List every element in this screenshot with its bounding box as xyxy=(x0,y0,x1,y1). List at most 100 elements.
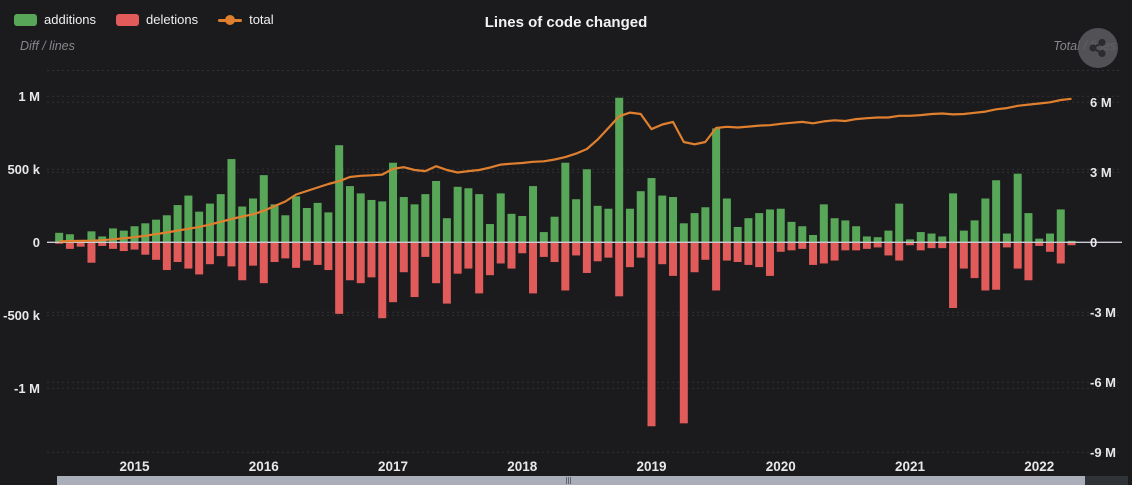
deletions-bar xyxy=(992,242,1001,290)
additions-bar xyxy=(141,223,150,243)
additions-bar xyxy=(765,209,774,243)
additions-bar xyxy=(1002,233,1011,243)
left-axis-title: Diff / lines xyxy=(20,39,75,53)
additions-bar xyxy=(367,199,376,243)
legend-item-total[interactable]: total xyxy=(218,13,274,26)
axis-labels: 1 M 500 k 0 -500 k -1 M 6 M 3 M 0 -3 M -6 M -9 M 20… xyxy=(3,89,1116,474)
deletions-bar xyxy=(249,242,258,266)
deletions-bar xyxy=(292,242,301,268)
additions-bar xyxy=(1056,209,1065,243)
deletions-bar xyxy=(270,242,279,263)
deletions-bar xyxy=(205,242,214,265)
additions-bar xyxy=(539,232,548,243)
export-menu-button[interactable] xyxy=(1078,28,1118,68)
chart-canvas[interactable]: 1 M 500 k 0 -500 k -1 M 6 M 3 M 0 -3 M -6 M -9 M 20… xyxy=(0,0,1132,474)
additions-bar xyxy=(1045,233,1054,243)
additions-bar xyxy=(593,205,602,243)
additions-bar xyxy=(733,226,742,243)
deletions-bar xyxy=(550,242,559,263)
deletions-bar xyxy=(1002,242,1011,248)
deletions-bar xyxy=(981,242,990,291)
deletions-bar xyxy=(324,242,333,271)
deletions-bar xyxy=(259,242,268,284)
deletions-bar xyxy=(938,242,947,249)
deletions-bar xyxy=(593,242,602,262)
year-tick: 2022 xyxy=(1024,459,1054,474)
deletions-bar xyxy=(529,242,538,294)
additions-bar xyxy=(442,218,451,243)
deletions-bar xyxy=(1045,242,1054,252)
additions-bar xyxy=(916,232,925,243)
additions-bar xyxy=(938,236,947,243)
deletions-bar xyxy=(1056,242,1065,264)
deletions-bar xyxy=(539,242,548,257)
deletions-bar xyxy=(130,242,139,250)
additions-bar xyxy=(184,195,193,243)
deletions-bar xyxy=(302,242,311,261)
h-scrollbar-track[interactable] xyxy=(57,476,1128,485)
deletions-bar xyxy=(679,242,688,424)
deletions-bar xyxy=(755,242,764,268)
left-axis-tick: 1 M xyxy=(18,89,40,104)
deletions-bar xyxy=(195,242,204,275)
additions-bar xyxy=(647,178,656,243)
deletions-bar xyxy=(378,242,387,319)
additions-bar xyxy=(410,204,419,243)
deletions-bar xyxy=(335,242,344,314)
deletions-bar xyxy=(561,242,570,291)
deletions-bar xyxy=(798,242,807,249)
deletions-bar xyxy=(367,242,376,278)
deletions-bar xyxy=(173,242,182,263)
deletions-bar xyxy=(98,242,107,246)
additions-bar xyxy=(249,198,258,243)
chart-legend: additions deletions total xyxy=(14,13,274,26)
additions-bar xyxy=(970,220,979,243)
deletions-bar xyxy=(76,242,85,247)
gridlines xyxy=(47,70,1122,453)
year-tick: 2016 xyxy=(249,459,280,474)
h-scrollbar-thumb[interactable] xyxy=(57,476,1085,485)
additions-bar xyxy=(1067,240,1076,243)
deletions-bar xyxy=(345,242,354,281)
legend-item-deletions[interactable]: deletions xyxy=(116,13,198,26)
deletions-bar xyxy=(572,242,581,256)
deletions-bar xyxy=(776,242,785,252)
year-tick: 2020 xyxy=(766,459,796,474)
deletions-bar xyxy=(916,242,925,251)
additions-bar xyxy=(744,218,753,243)
deletions-bar xyxy=(819,242,828,264)
deletions-bar xyxy=(604,242,613,258)
additions-bar xyxy=(1013,173,1022,243)
additions-bar xyxy=(636,191,645,243)
deletions-bar xyxy=(852,242,861,251)
deletions-bar xyxy=(787,242,796,251)
deletions-bar xyxy=(841,242,850,251)
legend-item-additions[interactable]: additions xyxy=(14,13,96,26)
additions-bar xyxy=(205,203,214,243)
additions-bar xyxy=(119,230,128,243)
additions-bar xyxy=(130,226,139,243)
scrollbar-grip-icon[interactable] xyxy=(563,477,573,484)
additions-bar xyxy=(324,212,333,243)
additions-bar xyxy=(873,237,882,243)
additions-bar xyxy=(238,206,247,243)
additions-bar xyxy=(1024,213,1033,243)
deletions-bar xyxy=(485,242,494,276)
deletions-bar xyxy=(582,242,591,273)
year-tick: 2015 xyxy=(120,459,151,474)
deletions-bar xyxy=(432,242,441,284)
additions-bar xyxy=(690,213,699,243)
bars xyxy=(55,97,1076,427)
deletions-bar xyxy=(87,242,96,263)
additions-bar xyxy=(615,97,624,243)
deletions-bar xyxy=(313,242,322,265)
left-axis-tick: 500 k xyxy=(7,162,40,177)
additions-bar xyxy=(669,197,678,243)
additions-bar xyxy=(755,213,764,243)
deletions-bar xyxy=(1024,242,1033,281)
deletions-bar xyxy=(625,242,634,268)
deletions-bar xyxy=(647,242,656,427)
additions-bar xyxy=(722,198,731,243)
additions-bar xyxy=(679,223,688,243)
